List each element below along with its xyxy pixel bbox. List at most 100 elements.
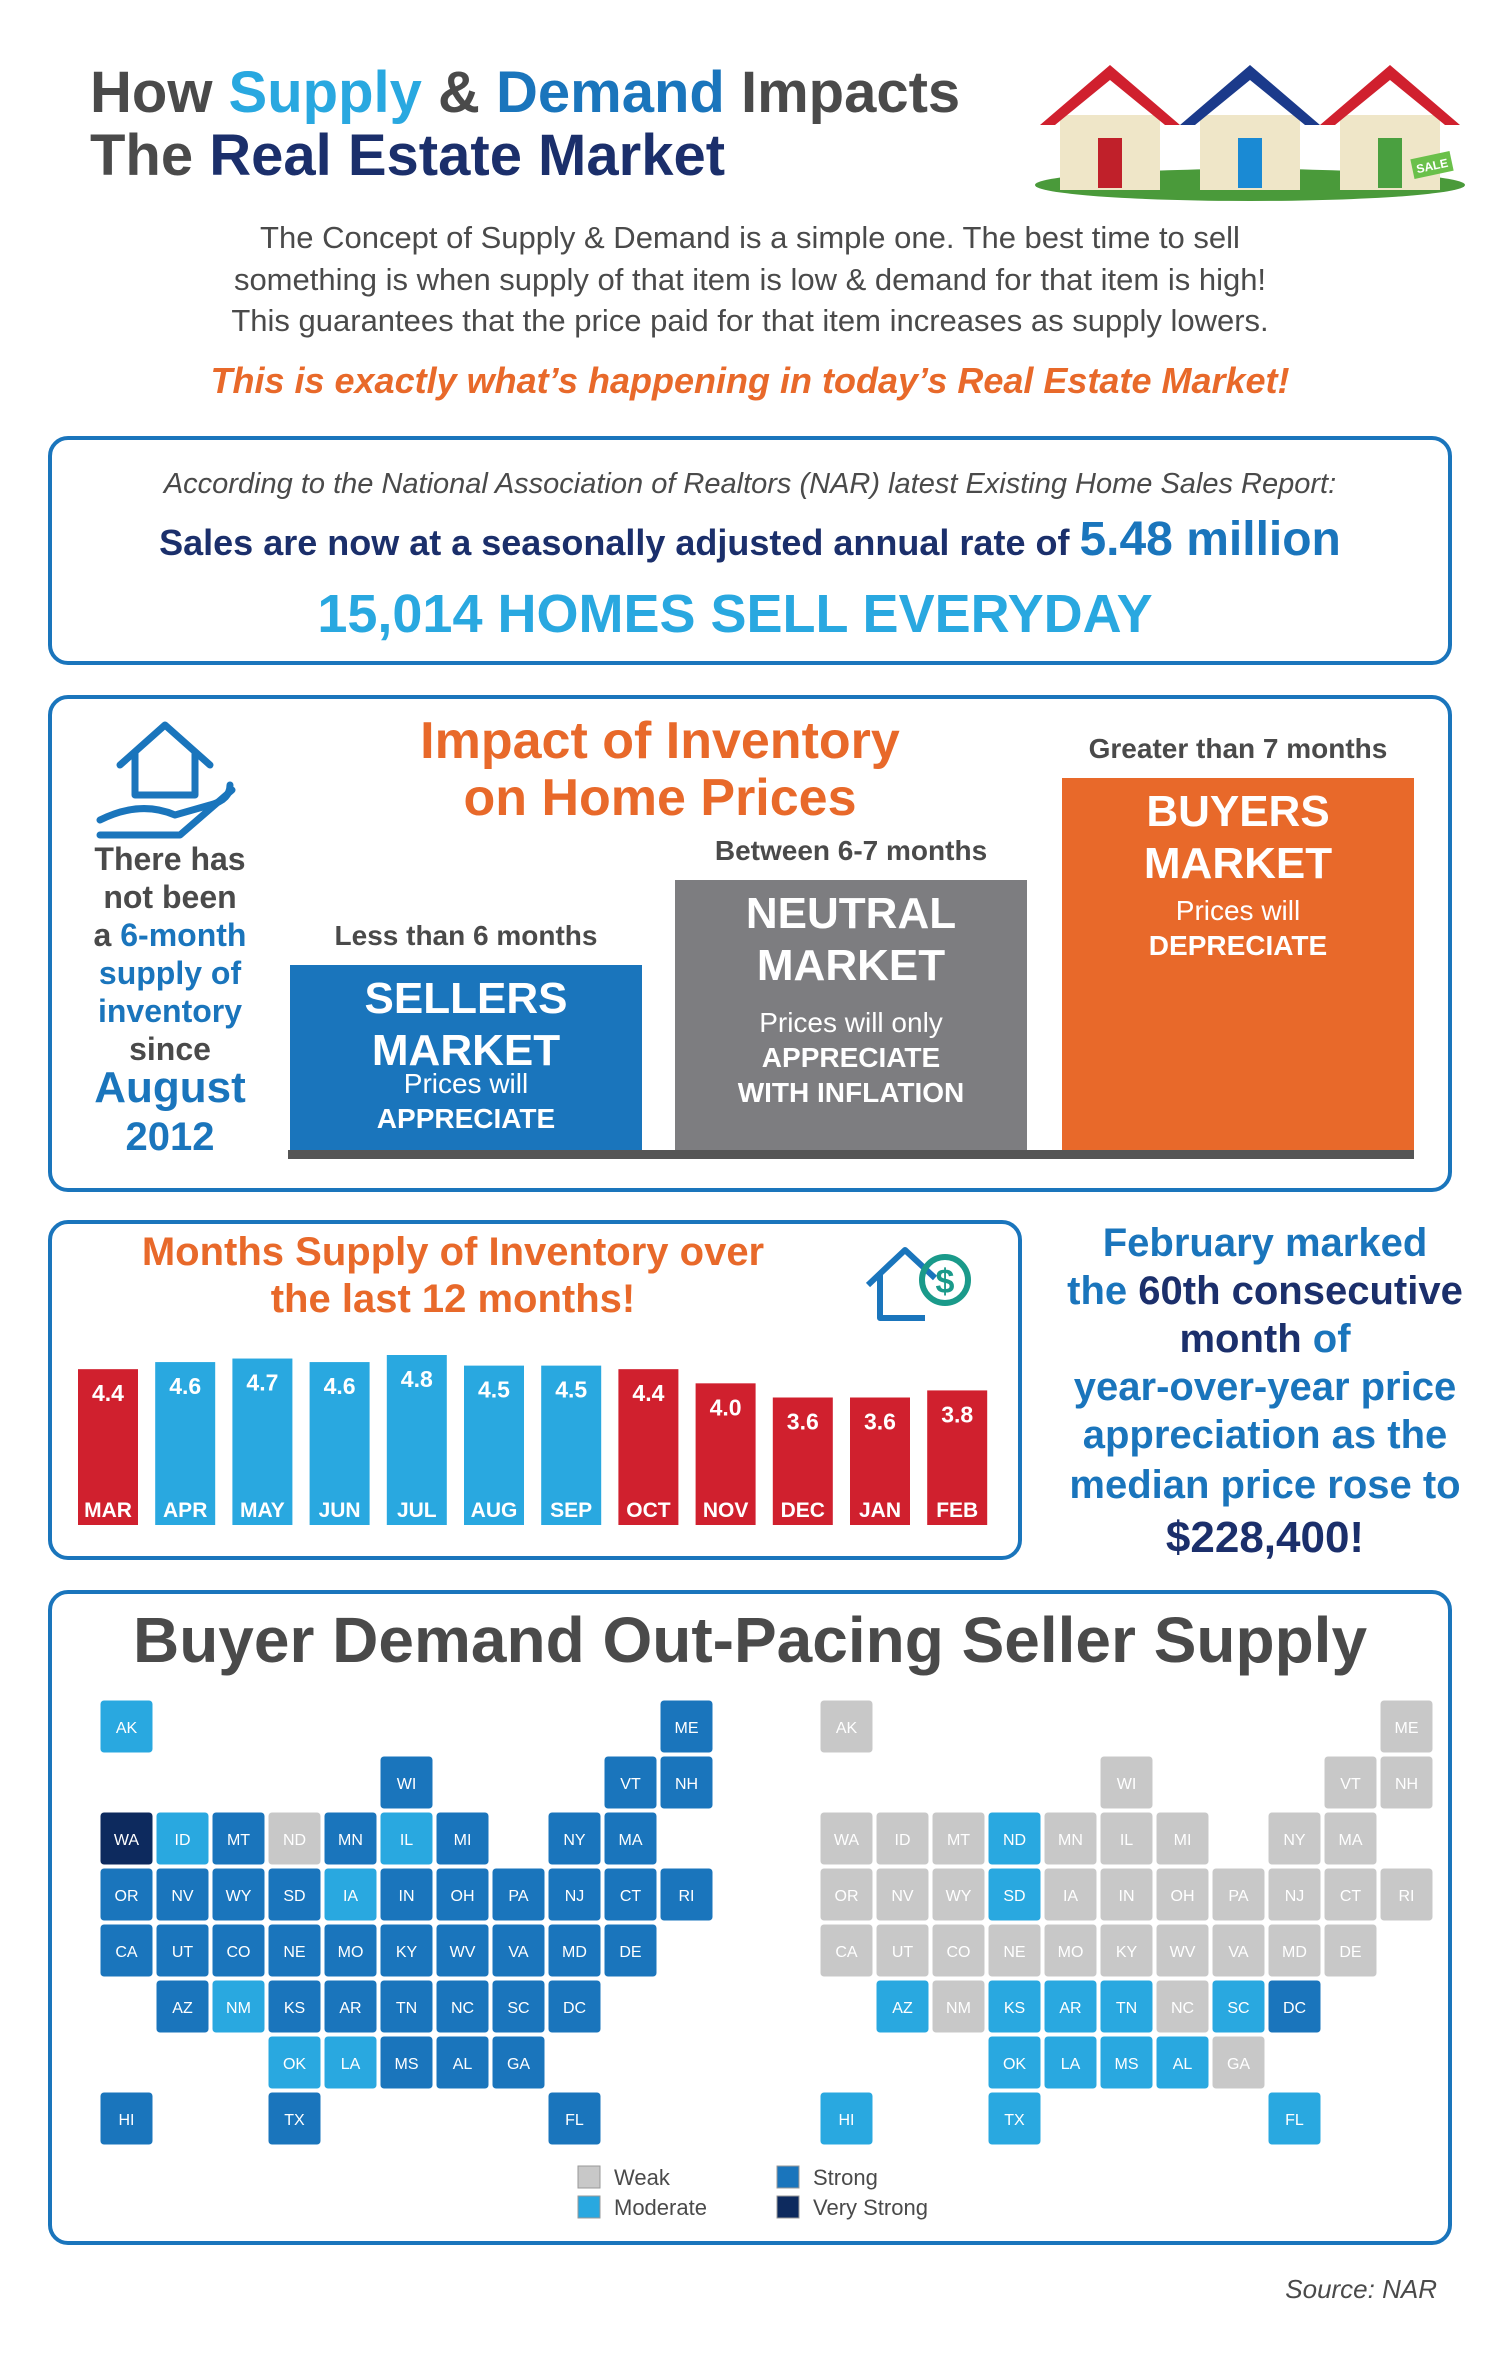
- state-label: HI: [119, 2112, 135, 2129]
- state-label: OK: [283, 2056, 306, 2073]
- state-label: CT: [1340, 1888, 1362, 1905]
- state-label: MT: [227, 1832, 250, 1849]
- state-label: SC: [507, 2000, 529, 2017]
- sales-box: [48, 436, 1452, 665]
- impact-note: inventory: [98, 993, 242, 1029]
- state-label: ID: [895, 1832, 911, 1849]
- state-tile: [875, 1979, 930, 2034]
- bar-value-label: 4.6: [169, 1373, 201, 1399]
- intro-line: something is when supply of that item is…: [234, 262, 1266, 297]
- bar: [772, 1397, 833, 1525]
- state-label: TX: [284, 2112, 305, 2129]
- state-label: SC: [1227, 2000, 1249, 2017]
- state-tile: [1043, 1979, 1098, 2034]
- bar-value-label: 4.8: [401, 1366, 433, 1392]
- market-baseline: [288, 1150, 1414, 1159]
- state-label: GA: [1227, 2056, 1250, 2073]
- title-part: How: [90, 60, 229, 125]
- market-name: MARKET: [757, 941, 945, 990]
- state-tile: [1043, 2035, 1098, 2090]
- title-line: How Supply & Demand Impacts: [90, 60, 960, 125]
- state-label: NE: [283, 1944, 305, 1961]
- state-label: LA: [1061, 2056, 1081, 2073]
- state-label: DE: [1339, 1944, 1361, 1961]
- state-label: OK: [1003, 2056, 1026, 2073]
- state-tile: [155, 1811, 210, 1866]
- state-tile: [1211, 1867, 1266, 1922]
- state-label: CA: [115, 1944, 138, 1961]
- state-label: ND: [1003, 1832, 1026, 1849]
- market-block: [290, 965, 642, 1150]
- legend-label: Very Strong: [813, 2195, 928, 2220]
- bar-category-label: JUN: [319, 1499, 361, 1522]
- bar: [927, 1390, 988, 1525]
- state-tile: [323, 1923, 378, 1978]
- market-desc: Prices will only: [759, 1007, 943, 1038]
- state-label: WV: [450, 1944, 476, 1961]
- impact-note-part: since: [129, 1031, 211, 1067]
- source: Source: NAR: [1285, 2274, 1437, 2304]
- price-note-part: 60th consecutive: [1138, 1269, 1463, 1313]
- state-tile: [1099, 1867, 1154, 1922]
- impact-note-part: August: [94, 1063, 246, 1112]
- state-label: MA: [1339, 1832, 1363, 1849]
- state-label: ME: [675, 1720, 699, 1737]
- state-label: UT: [892, 1944, 914, 1961]
- state-tile: [1323, 1923, 1378, 1978]
- state-label: VA: [1228, 1944, 1248, 1961]
- market-block: [675, 880, 1027, 1150]
- state-tile: [1379, 1699, 1434, 1754]
- market-desc: APPRECIATE: [377, 1103, 555, 1134]
- price-note-part: year-over-year price: [1074, 1365, 1456, 1409]
- state-tile: [99, 2091, 154, 2146]
- price-note: year-over-year price: [1074, 1365, 1456, 1409]
- state-map: AK ME WI VT NH WA ID MT ND MN IL MI NY MA OR NV WY SD IA IN…: [99, 1699, 714, 2146]
- state-label: IA: [343, 1888, 358, 1905]
- state-tile: [267, 1811, 322, 1866]
- state-tile: [211, 1979, 266, 2034]
- impact-note: 2012: [126, 1115, 215, 1159]
- state-label: UT: [172, 1944, 194, 1961]
- title-part: Supply: [229, 60, 422, 125]
- bar-category-label: MAY: [240, 1499, 285, 1522]
- price-note-part: the: [1067, 1269, 1138, 1313]
- legend-label: Strong: [813, 2165, 878, 2190]
- state-label: NM: [946, 2000, 971, 2017]
- state-tile: [1043, 1811, 1098, 1866]
- state-label: VT: [1340, 1776, 1361, 1793]
- state-tile: [1211, 1923, 1266, 1978]
- sales-source-note: According to the National Association of…: [162, 468, 1336, 500]
- state-label: DC: [563, 2000, 586, 2017]
- sale-sign: SALE: [1415, 156, 1449, 176]
- state-label: NC: [451, 2000, 474, 2017]
- bar: [618, 1369, 679, 1525]
- price-note-part: $228,400!: [1166, 1513, 1364, 1562]
- state-label: IN: [399, 1888, 415, 1905]
- state-label: NY: [563, 1832, 586, 1849]
- bar-category-label: SEP: [550, 1499, 592, 1522]
- bar-category-label: JUL: [397, 1499, 437, 1522]
- price-note: February marked: [1103, 1221, 1428, 1265]
- state-label: KY: [1116, 1944, 1138, 1961]
- impact-note: since: [129, 1031, 211, 1067]
- state-label: IL: [1120, 1832, 1133, 1849]
- state-tile: [603, 1755, 658, 1810]
- impact-note-part: 2012: [126, 1115, 215, 1159]
- state-label: NJ: [565, 1888, 585, 1905]
- state-tile: [547, 1979, 602, 2034]
- state-map: AK ME WI VT NH WA ID MT ND MN IL MI NY MA OR NV WY SD IA IN…: [819, 1699, 1434, 2146]
- title-part: The: [90, 123, 209, 188]
- state-tile: [491, 1923, 546, 1978]
- bar: [464, 1365, 524, 1525]
- legend-swatch: [776, 2195, 800, 2219]
- state-tile: [99, 1699, 154, 1754]
- state-label: WI: [1117, 1776, 1137, 1793]
- state-label: OR: [115, 1888, 139, 1905]
- chart-title: the last 12 months!: [271, 1277, 636, 1321]
- chart-box: [48, 1220, 1022, 1560]
- impact-note-part: There has: [94, 841, 245, 877]
- maps-title: Buyer Demand Out-Pacing Seller Supply: [133, 1604, 1367, 1676]
- price-note: the 60th consecutive: [1067, 1269, 1463, 1313]
- impact-note: August: [94, 1063, 246, 1112]
- impact-note-part: supply of: [99, 955, 242, 991]
